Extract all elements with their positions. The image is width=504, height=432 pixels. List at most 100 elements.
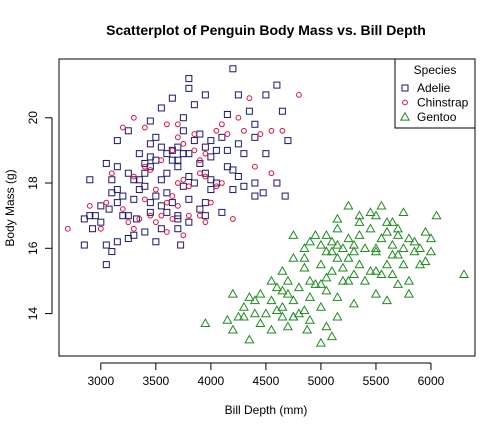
gentoo-point — [425, 233, 437, 243]
adelie-point — [273, 81, 281, 89]
chinstrap-point — [174, 121, 181, 128]
chinstrap-point — [229, 216, 236, 222]
gentoo-point — [233, 311, 244, 321]
plot-area-frame — [58, 58, 476, 357]
adelie-point — [146, 199, 154, 207]
adelie-point — [229, 186, 237, 194]
gentoo-point — [398, 243, 409, 252]
adelie-point — [223, 163, 231, 171]
chinstrap-point — [185, 183, 192, 190]
chinstrap-point — [147, 167, 154, 173]
y-axis-label: Body Mass (g) — [3, 169, 17, 246]
adelie-point — [102, 159, 110, 167]
gentoo-point — [288, 295, 299, 305]
gentoo-point — [302, 324, 313, 334]
gentoo-point — [326, 265, 337, 275]
adelie-point — [97, 202, 105, 210]
adelie-point — [174, 163, 182, 171]
chinstrap-point — [202, 173, 209, 180]
gentoo-point — [321, 246, 332, 256]
adelie-point — [174, 225, 182, 233]
adelie-point — [207, 186, 215, 194]
adelie-point — [124, 127, 132, 135]
gentoo-point — [354, 210, 365, 220]
gentoo-point — [255, 288, 266, 298]
gentoo-point — [299, 243, 310, 252]
adelie-point — [163, 208, 171, 216]
gentoo-point — [337, 275, 348, 285]
adelie-point — [201, 199, 209, 207]
gentoo-point — [293, 282, 304, 292]
chinstrap-point — [196, 157, 203, 164]
gentoo-point — [354, 230, 365, 239]
adelie-point — [105, 205, 113, 213]
adelie-point — [259, 189, 267, 197]
gentoo-point — [458, 269, 470, 279]
adelie-point — [141, 159, 149, 167]
gentoo-point — [332, 213, 343, 223]
gentoo-point — [299, 305, 310, 314]
gentoo-point — [326, 236, 337, 246]
gentoo-point — [354, 259, 365, 269]
adelie-point — [190, 101, 198, 109]
legend-chinstrap-marker — [402, 99, 408, 106]
chinstrap-point — [152, 219, 159, 226]
adelie-point — [141, 182, 149, 190]
chinstrap-point — [119, 124, 126, 131]
chinstrap-point — [251, 163, 258, 170]
adelie-point — [124, 169, 132, 177]
adelie-point — [262, 91, 270, 99]
legend-adelie-marker — [401, 84, 409, 92]
gentoo-point — [332, 239, 343, 249]
adelie-point — [218, 208, 226, 216]
gentoo-point — [315, 337, 326, 347]
gentoo-point — [370, 210, 382, 220]
gentoo-point — [376, 233, 387, 243]
chinstrap-point — [103, 199, 110, 206]
chinstrap-point — [191, 131, 198, 137]
adelie-point — [179, 182, 187, 190]
adelie-point — [157, 202, 165, 210]
adelie-point — [174, 156, 182, 164]
gentoo-point — [381, 226, 393, 236]
chinstrap-point — [218, 121, 225, 128]
adelie-point — [251, 120, 259, 128]
gentoo-point — [288, 252, 299, 262]
gentoo-point — [288, 230, 299, 239]
adelie-point — [113, 199, 121, 207]
gentoo-point — [420, 226, 431, 236]
adelie-point — [273, 179, 281, 187]
gentoo-point — [288, 311, 299, 321]
adelie-point — [91, 212, 99, 220]
adelie-point — [119, 192, 127, 200]
gentoo-point — [403, 288, 415, 298]
gentoo-point — [343, 252, 354, 262]
gentoo-point — [392, 230, 404, 239]
adelie-point — [141, 169, 149, 177]
gentoo-point — [277, 265, 288, 275]
chinstrap-point — [97, 225, 104, 232]
gentoo-point — [244, 292, 255, 301]
chinstrap-point — [268, 170, 275, 177]
chinstrap-point — [296, 92, 302, 98]
chinstrap-point — [141, 163, 148, 170]
adelie-point — [234, 172, 242, 180]
gentoo-point — [332, 252, 343, 262]
gentoo-point — [227, 324, 238, 334]
adelie-point — [190, 179, 198, 187]
legend-title: Species — [414, 63, 457, 77]
gentoo-point — [398, 207, 409, 217]
gentoo-point — [414, 243, 426, 252]
y-tick-label: 18 — [26, 176, 40, 190]
legend-gentoo-label: Gentoo — [417, 110, 457, 124]
gentoo-point — [398, 259, 409, 269]
gentoo-point — [260, 308, 271, 318]
adelie-point — [135, 150, 143, 158]
adelie-point — [135, 176, 143, 184]
adelie-point — [234, 91, 242, 99]
adelie-point — [80, 241, 88, 249]
adelie-point — [179, 127, 187, 135]
chinstrap-point — [180, 232, 187, 239]
gentoo-point — [370, 243, 382, 252]
